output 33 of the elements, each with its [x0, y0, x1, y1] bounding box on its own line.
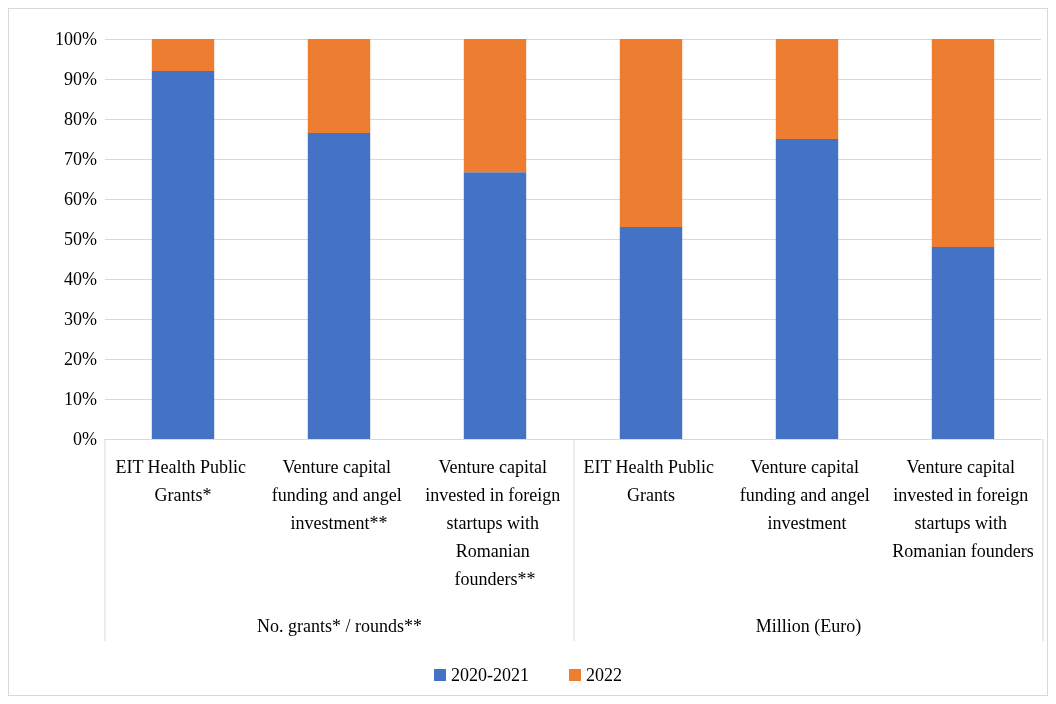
bar [463, 172, 527, 439]
y-tick-label: 10% [64, 389, 97, 409]
bar [151, 71, 215, 439]
y-tick-label: 60% [64, 189, 97, 209]
text: No. grants* / rounds** [257, 616, 422, 636]
bar [931, 247, 995, 439]
x-tick-label: Venture capital funding and angel investment** [271, 457, 407, 533]
y-tick-label: 0% [73, 429, 97, 449]
bar [151, 39, 215, 71]
bar [463, 39, 527, 173]
y-tick-label: 40% [64, 269, 97, 289]
bar [619, 227, 683, 439]
x-tick-label: Venture capital invested in foreign startups with Romanian founders [892, 457, 1034, 561]
x-tick-label: Venture capital funding and angel investment [739, 457, 875, 533]
y-tick-label: 70% [64, 149, 97, 169]
bar [931, 39, 995, 247]
bar [619, 39, 683, 227]
y-tick-label: 20% [64, 349, 97, 369]
bar [775, 139, 839, 439]
y-tick-label: 80% [64, 109, 97, 129]
legend-label: 2020-2021 [451, 665, 529, 685]
y-tick-label: 50% [64, 229, 97, 249]
bar [307, 39, 371, 133]
x-tick-label: EIT Health Public Grants [583, 457, 719, 505]
bar [307, 133, 371, 439]
y-tick-label: 100% [55, 29, 97, 49]
x-tick-label: EIT Health Public Grants* [115, 457, 251, 505]
y-tick-label: 90% [64, 69, 97, 89]
bar [775, 39, 839, 139]
x-tick-label: Venture capital invested in foreign startups with Romanian founders** [425, 457, 565, 589]
text: Million (Euro) [755, 616, 862, 637]
y-tick-label: 30% [64, 309, 97, 329]
legend-label: 2022 [586, 665, 622, 685]
